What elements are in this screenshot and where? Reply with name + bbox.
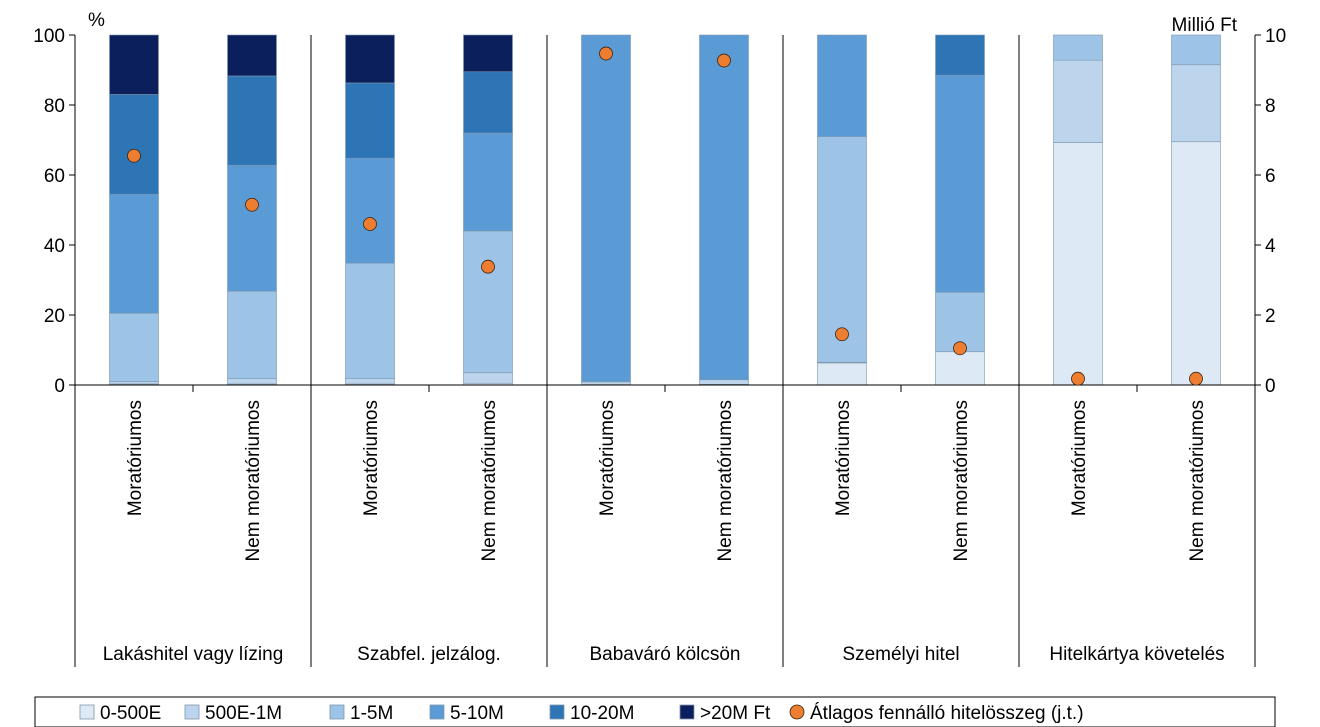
legend-swatch bbox=[79, 704, 95, 720]
category-label: Nem moratóriumos bbox=[951, 400, 972, 562]
bar-segment bbox=[345, 34, 395, 84]
bar-segment bbox=[109, 34, 159, 95]
average-marker bbox=[363, 217, 377, 231]
average-marker bbox=[599, 46, 613, 61]
bar-segment bbox=[463, 372, 513, 384]
category-label: Moratóriumos bbox=[125, 400, 146, 516]
average-marker bbox=[835, 327, 849, 342]
legend-label: 0-500E bbox=[100, 703, 161, 724]
bar-segment bbox=[463, 230, 513, 374]
right-tick-label: 0 bbox=[1265, 376, 1276, 397]
right-tick-label: 10 bbox=[1265, 26, 1286, 47]
average-marker bbox=[481, 259, 495, 274]
bar-segment bbox=[1171, 141, 1221, 386]
legend-swatch bbox=[549, 704, 565, 720]
right-tick-label: 2 bbox=[1265, 306, 1276, 327]
group-label: Babaváró kölcsön bbox=[589, 644, 740, 665]
bar-segment bbox=[109, 193, 159, 314]
legend-label: Átlagos fennálló hitelösszeg (j.t.) bbox=[810, 703, 1084, 724]
bar-segment bbox=[463, 34, 513, 73]
category-label: Moratóriumos bbox=[833, 400, 854, 516]
legend-label: 5-10M bbox=[450, 703, 504, 724]
bar-segment bbox=[463, 71, 513, 134]
average-marker bbox=[717, 53, 731, 68]
bar-segment bbox=[227, 378, 277, 385]
plot-area: 0 20 40 60 80 100 0 2 4 6 8 10 Moratóriumos Nem morat… bbox=[33, 26, 1286, 667]
bar-segment bbox=[345, 82, 395, 159]
left-tick-label: 60 bbox=[44, 166, 65, 187]
legend-swatch bbox=[184, 704, 200, 720]
bar-segment bbox=[581, 381, 631, 385]
right-tick-label: 6 bbox=[1265, 166, 1276, 187]
left-tick-label: 80 bbox=[44, 96, 65, 117]
bar-segment bbox=[817, 362, 867, 386]
legend-swatch bbox=[429, 704, 445, 720]
bar-segment bbox=[1053, 59, 1103, 143]
bar-segment bbox=[1053, 142, 1103, 386]
group-label: Hitelkártya követelés bbox=[1049, 644, 1224, 665]
bar-segment bbox=[227, 75, 277, 166]
category-label: Moratóriumos bbox=[361, 400, 382, 516]
category-label: Moratóriumos bbox=[1069, 400, 1090, 516]
category-label: Nem moratóriumos bbox=[715, 400, 736, 562]
left-axis-unit-label: % bbox=[88, 10, 105, 31]
legend-marker-swatch bbox=[789, 704, 805, 720]
right-axis-unit-label: Millió Ft bbox=[1172, 15, 1238, 36]
bar-segment bbox=[109, 94, 159, 195]
left-tick-label: 40 bbox=[44, 236, 65, 257]
bar-segment bbox=[699, 379, 749, 385]
category-label: Nem moratóriumos bbox=[243, 400, 264, 562]
bar-segment bbox=[1171, 34, 1221, 66]
legend-swatch bbox=[329, 704, 345, 720]
bar-segment bbox=[581, 34, 631, 382]
bar-segment bbox=[345, 378, 395, 385]
category-label: Nem moratóriumos bbox=[1187, 400, 1208, 562]
average-marker bbox=[127, 148, 141, 163]
group-label: Szabfel. jelzálog. bbox=[357, 644, 501, 665]
left-tick-label: 100 bbox=[33, 26, 65, 47]
bar-segment bbox=[227, 164, 277, 292]
bar-segment bbox=[699, 34, 749, 381]
bar-segment bbox=[1171, 64, 1221, 143]
legend-label: >20M Ft bbox=[700, 703, 771, 724]
bar-segment bbox=[935, 351, 985, 386]
legend-label: 500E-1M bbox=[205, 703, 282, 724]
bar-segment bbox=[227, 290, 277, 380]
bar-segment bbox=[227, 34, 277, 77]
group-label: Lakáshitel vagy lízing bbox=[103, 644, 284, 665]
group-label: Személyi hitel bbox=[842, 644, 959, 665]
legend-label: 10-20M bbox=[570, 703, 634, 724]
legend: 0-500E 500E-1M 1-5M 5-10M 10-20M >20M Ft Átlag… bbox=[34, 696, 1276, 727]
average-marker bbox=[953, 341, 967, 356]
category-label: Moratóriumos bbox=[597, 400, 618, 516]
bar-segment bbox=[345, 262, 395, 380]
bar-segment bbox=[345, 157, 395, 264]
average-marker bbox=[245, 197, 259, 212]
average-marker bbox=[1189, 371, 1203, 386]
left-tick-label: 0 bbox=[54, 376, 65, 397]
average-marker bbox=[1071, 371, 1085, 386]
bar-segment bbox=[817, 34, 867, 137]
legend-label: 1-5M bbox=[350, 703, 393, 724]
right-tick-label: 4 bbox=[1265, 236, 1276, 257]
legend-frame bbox=[34, 696, 1276, 727]
category-label: Nem moratóriumos bbox=[479, 400, 500, 562]
right-tick-label: 8 bbox=[1265, 96, 1276, 117]
bar-segment bbox=[935, 34, 985, 76]
bar-segment bbox=[1053, 34, 1103, 61]
bar-segment bbox=[463, 132, 513, 232]
bar-segment bbox=[109, 381, 159, 385]
bar-segment bbox=[935, 74, 985, 293]
left-tick-label: 20 bbox=[44, 306, 65, 327]
bar-segment bbox=[817, 136, 867, 363]
legend-swatch bbox=[679, 704, 695, 720]
bar-segment bbox=[109, 312, 159, 382]
